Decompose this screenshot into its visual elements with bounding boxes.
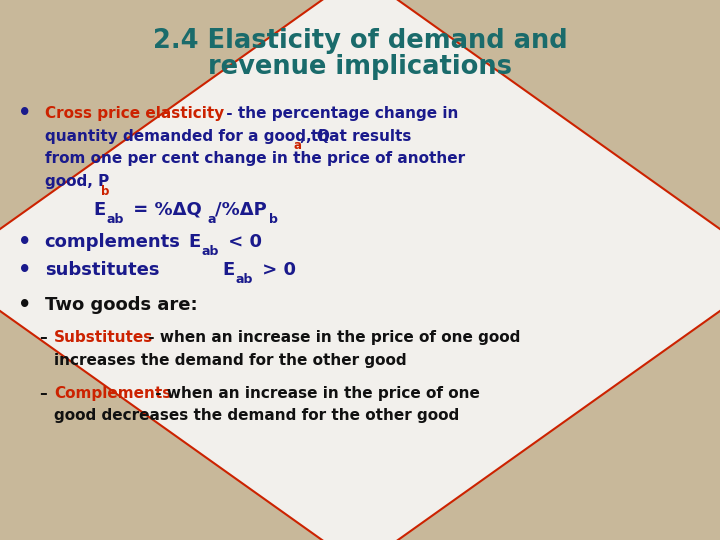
Text: > 0: > 0 [256,261,296,279]
Text: •: • [18,260,32,280]
Text: /%ΔP: /%ΔP [215,200,267,219]
Text: a: a [293,139,301,152]
Text: quantity demanded for a good, Q: quantity demanded for a good, Q [45,129,330,144]
Text: Two goods are:: Two goods are: [45,296,197,314]
Text: a: a [207,213,216,226]
Text: complements: complements [45,233,181,251]
Text: - when an increase in the price of one: - when an increase in the price of one [150,386,480,401]
Text: ab: ab [202,245,219,258]
Text: substitutes: substitutes [45,261,159,279]
Text: –: – [40,386,48,401]
Text: b: b [269,213,278,226]
Text: increases the demand for the other good: increases the demand for the other good [54,353,407,368]
Text: b: b [101,185,109,198]
Text: revenue implications: revenue implications [208,55,512,80]
Text: ab: ab [107,213,124,226]
Text: •: • [18,103,32,124]
Text: 2.4 Elasticity of demand and: 2.4 Elasticity of demand and [153,28,567,53]
Text: < 0: < 0 [222,233,262,251]
Text: ab: ab [235,273,253,286]
Text: –: – [40,330,48,345]
Text: good, P: good, P [45,174,109,189]
Text: good decreases the demand for the other good: good decreases the demand for the other … [54,408,459,423]
Text: E: E [222,261,235,279]
Text: = %ΔQ: = %ΔQ [127,200,202,219]
Text: E: E [94,200,106,219]
Text: Cross price elasticity: Cross price elasticity [45,106,224,121]
Text: - when an increase in the price of one good: - when an increase in the price of one g… [143,330,520,345]
Text: - the percentage change in: - the percentage change in [221,106,459,121]
Text: , that results: , that results [300,129,412,144]
Text: Substitutes: Substitutes [54,330,153,345]
Text: from one per cent change in the price of another: from one per cent change in the price of… [45,151,465,166]
Text: •: • [18,232,32,252]
Text: E: E [189,233,201,251]
Text: Complements: Complements [54,386,171,401]
Text: •: • [18,295,32,315]
